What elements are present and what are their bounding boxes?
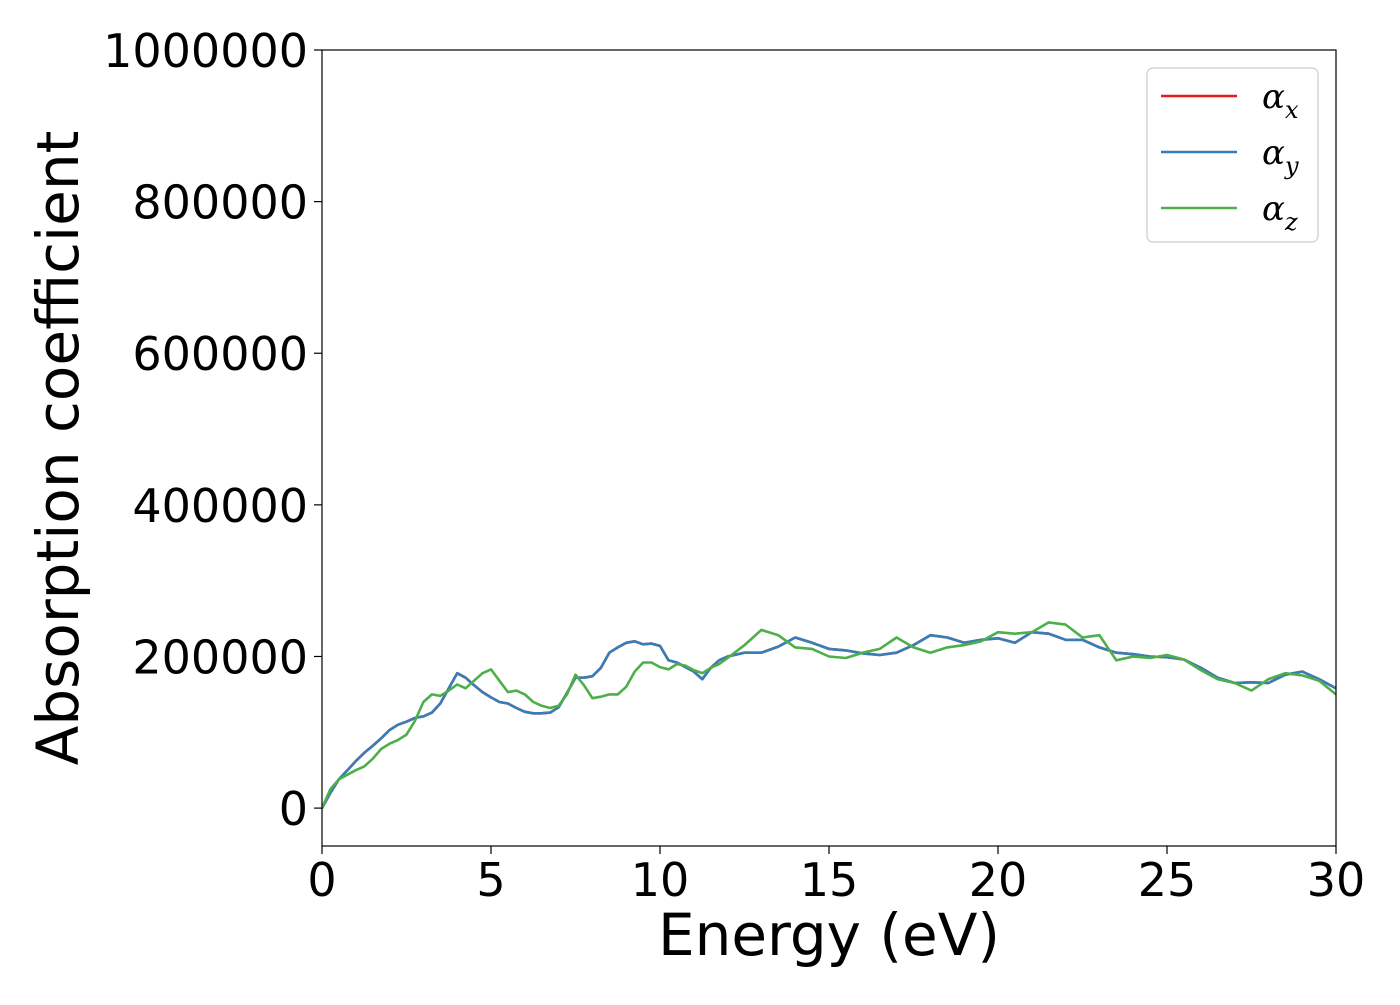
series-line-z: [322, 621, 1336, 810]
y-tick-label: 1000000: [103, 24, 308, 78]
legend-label-base: α: [1262, 189, 1285, 229]
x-tick-label: 30: [1307, 853, 1366, 907]
x-tick-label: 10: [631, 853, 690, 907]
legend-label-z: αz: [1262, 189, 1298, 236]
x-tick-label: 5: [476, 853, 505, 907]
y-tick-label: 400000: [132, 479, 308, 533]
series-line-y: [322, 630, 1336, 810]
y-tick-label: 0: [279, 782, 308, 836]
y-tick-label: 800000: [132, 176, 308, 230]
y-tick-label: 200000: [132, 630, 308, 684]
x-axis-title: Energy (eV): [658, 901, 1000, 969]
x-tick-label: 25: [1138, 853, 1197, 907]
legend-label-base: α: [1262, 77, 1285, 117]
legend-label-x: αx: [1262, 77, 1299, 124]
y-tick-label: 600000: [132, 327, 308, 381]
legend-box: [1146, 67, 1319, 243]
series-lines: [322, 621, 1336, 810]
x-tick-label: 15: [800, 853, 859, 907]
y-axis-title: Absorption coefficient: [24, 131, 92, 766]
y-axis-ticks: 0 200000 400000 600000 800000 1000000: [103, 24, 322, 836]
x-tick-label: 20: [969, 853, 1028, 907]
legend-label-y: αy: [1262, 133, 1299, 180]
x-tick-label: 0: [307, 853, 336, 907]
x-axis-ticks: 0 5 10 15 20 25 30: [307, 846, 1365, 907]
legend-label-base: α: [1262, 133, 1285, 173]
legend-label-subscript: z: [1284, 208, 1298, 236]
legend-label-subscript: y: [1284, 152, 1299, 180]
legend-label-subscript: x: [1285, 96, 1299, 124]
